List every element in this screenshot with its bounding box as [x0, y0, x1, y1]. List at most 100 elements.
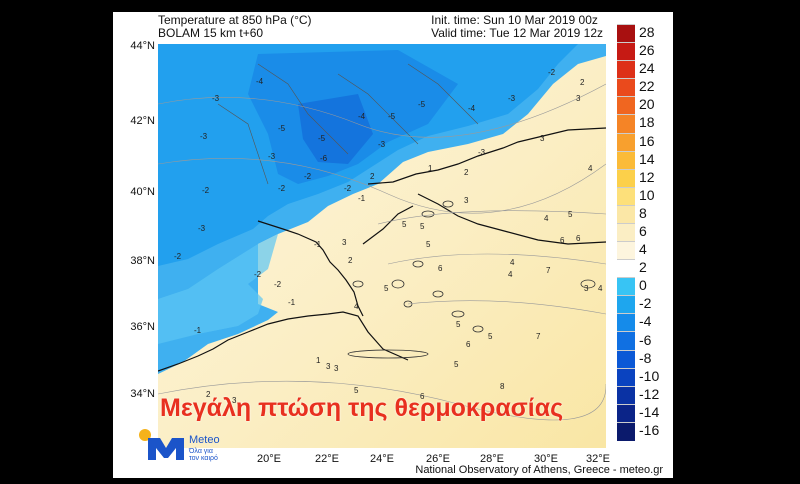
colorbar: [617, 24, 635, 442]
contour-value: 8: [500, 382, 505, 391]
lat-label-36: 36°N: [130, 321, 155, 333]
colorbar-label: 12: [639, 168, 655, 185]
contour-value: -4: [468, 104, 476, 113]
contour-value: -4: [256, 77, 264, 86]
contour-value: -2: [254, 270, 262, 279]
colorbar-swatch: [617, 403, 635, 424]
colorbar-label: 20: [639, 96, 655, 113]
colorbar-swatch: [617, 222, 635, 243]
contour-value: 6: [420, 392, 425, 401]
contour-value: -2: [278, 184, 286, 193]
colorbar-swatch: [617, 42, 635, 62]
colorbar-swatch: [617, 114, 635, 134]
lat-label-44: 44°N: [130, 40, 155, 52]
logo-name: Meteo: [189, 434, 220, 446]
contour-value: 3: [334, 364, 339, 373]
isotherms: [158, 83, 606, 421]
contour-value: 7: [546, 266, 551, 275]
contour-value: 1: [316, 356, 321, 365]
colorbar-swatch: [617, 331, 635, 352]
contour-value: 4: [508, 270, 513, 279]
contour-value: 5: [488, 332, 493, 341]
colorbar-swatch: [617, 295, 635, 315]
contour-value: 3: [326, 362, 331, 371]
coastlines: [158, 127, 606, 372]
contour-value: -2: [274, 280, 282, 289]
lon-label-24: 24°E: [370, 453, 394, 465]
contour-value: 5: [402, 220, 407, 229]
colorbar-swatch: [617, 204, 635, 225]
contour-value: -5: [418, 100, 426, 109]
colorbar-label: 6: [639, 223, 647, 239]
contour-value: 2: [206, 390, 211, 399]
contour-value: -3: [198, 224, 206, 233]
colorbar-swatch: [617, 259, 635, 279]
colorbar-swatch: [617, 367, 635, 388]
title-line-1: Temperature at 850 hPa (°C): [158, 13, 312, 27]
valid-time: Valid time: Tue 12 Mar 2019 12z: [431, 26, 603, 40]
islands: [347, 200, 596, 359]
contour-value: -3: [268, 152, 276, 161]
lat-label-42: 42°N: [130, 115, 155, 127]
colorbar-label: 0: [639, 277, 647, 294]
contour-value: 3: [576, 94, 581, 103]
contour-value: 4: [510, 258, 515, 267]
colorbar-label: -10: [639, 367, 660, 384]
colorbar-label: 10: [639, 186, 655, 203]
logo-tagline: Όλα για τον καιρό: [189, 448, 218, 462]
colorbar-swatch: [617, 60, 635, 80]
contour-value: -1: [314, 240, 322, 249]
meteo-logo-icon: [139, 429, 184, 460]
colorbar-label: 22: [639, 78, 655, 95]
colorbar-swatch: [617, 24, 635, 44]
contour-value: -2: [174, 252, 182, 261]
colorbar-swatch: [617, 241, 635, 261]
lon-label-26: 26°E: [426, 453, 450, 465]
contour-value: -3: [478, 148, 486, 157]
colorbar-label: 26: [639, 42, 655, 59]
lat-label-38: 38°N: [130, 255, 155, 267]
colorbar-label: 14: [639, 150, 655, 167]
title-line-2: BOLAM 15 km t+60: [158, 26, 264, 40]
colorbar-swatch: [617, 96, 635, 116]
contour-value: 5: [384, 284, 389, 293]
contour-value: 3: [232, 396, 237, 405]
contour-value: 6: [560, 236, 565, 245]
contour-value: -5: [318, 134, 326, 143]
contour-value: -2: [202, 186, 210, 195]
contour-value: 3: [540, 134, 545, 143]
contour-value: -1: [288, 298, 296, 307]
contour-value: -2: [304, 172, 312, 181]
colorbar-swatch: [617, 385, 635, 406]
contour-value: -3: [212, 94, 220, 103]
temperature-map: -4 -3 -3 -2 -3 -5 -5 -6 -5 -4 -5 -4 -3 -…: [158, 44, 606, 448]
colorbar-swatch: [617, 349, 635, 370]
contour-value: 4: [598, 284, 603, 293]
contour-value: -3: [378, 140, 386, 149]
lon-label-28: 28°E: [480, 453, 504, 465]
colorbar-label: 28: [639, 24, 655, 41]
colorbar-label: -8: [639, 349, 652, 366]
cold-core: [298, 94, 373, 164]
lon-label-32: 32°E: [586, 453, 610, 465]
logo-tagline-2: τον καιρό: [189, 455, 218, 462]
contour-value: 1: [428, 164, 433, 173]
contour-value: 6: [438, 264, 443, 273]
colorbar-swatch: [617, 313, 635, 333]
contour-value: 4: [588, 164, 593, 173]
contour-value: 3: [464, 196, 469, 205]
contour-value: 5: [456, 320, 461, 329]
colorbar-swatch: [617, 421, 635, 442]
contour-value: 2: [370, 172, 375, 181]
colorbar-swatch: [617, 186, 635, 207]
borders: [217, 63, 479, 185]
contour-value: -3: [200, 132, 208, 141]
contour-value: 5: [420, 222, 425, 231]
contour-value: 2: [580, 78, 585, 87]
contour-value: -5: [388, 112, 396, 121]
time-info: Init. time: Sun 10 Mar 2019 00z Valid ti…: [431, 14, 603, 40]
map-title: Temperature at 850 hPa (°C) BOLAM 15 km …: [158, 14, 312, 40]
map-frame: Temperature at 850 hPa (°C) BOLAM 15 km …: [113, 12, 673, 478]
contour-value: 4: [354, 302, 359, 311]
colorbar-label: -6: [639, 331, 652, 348]
